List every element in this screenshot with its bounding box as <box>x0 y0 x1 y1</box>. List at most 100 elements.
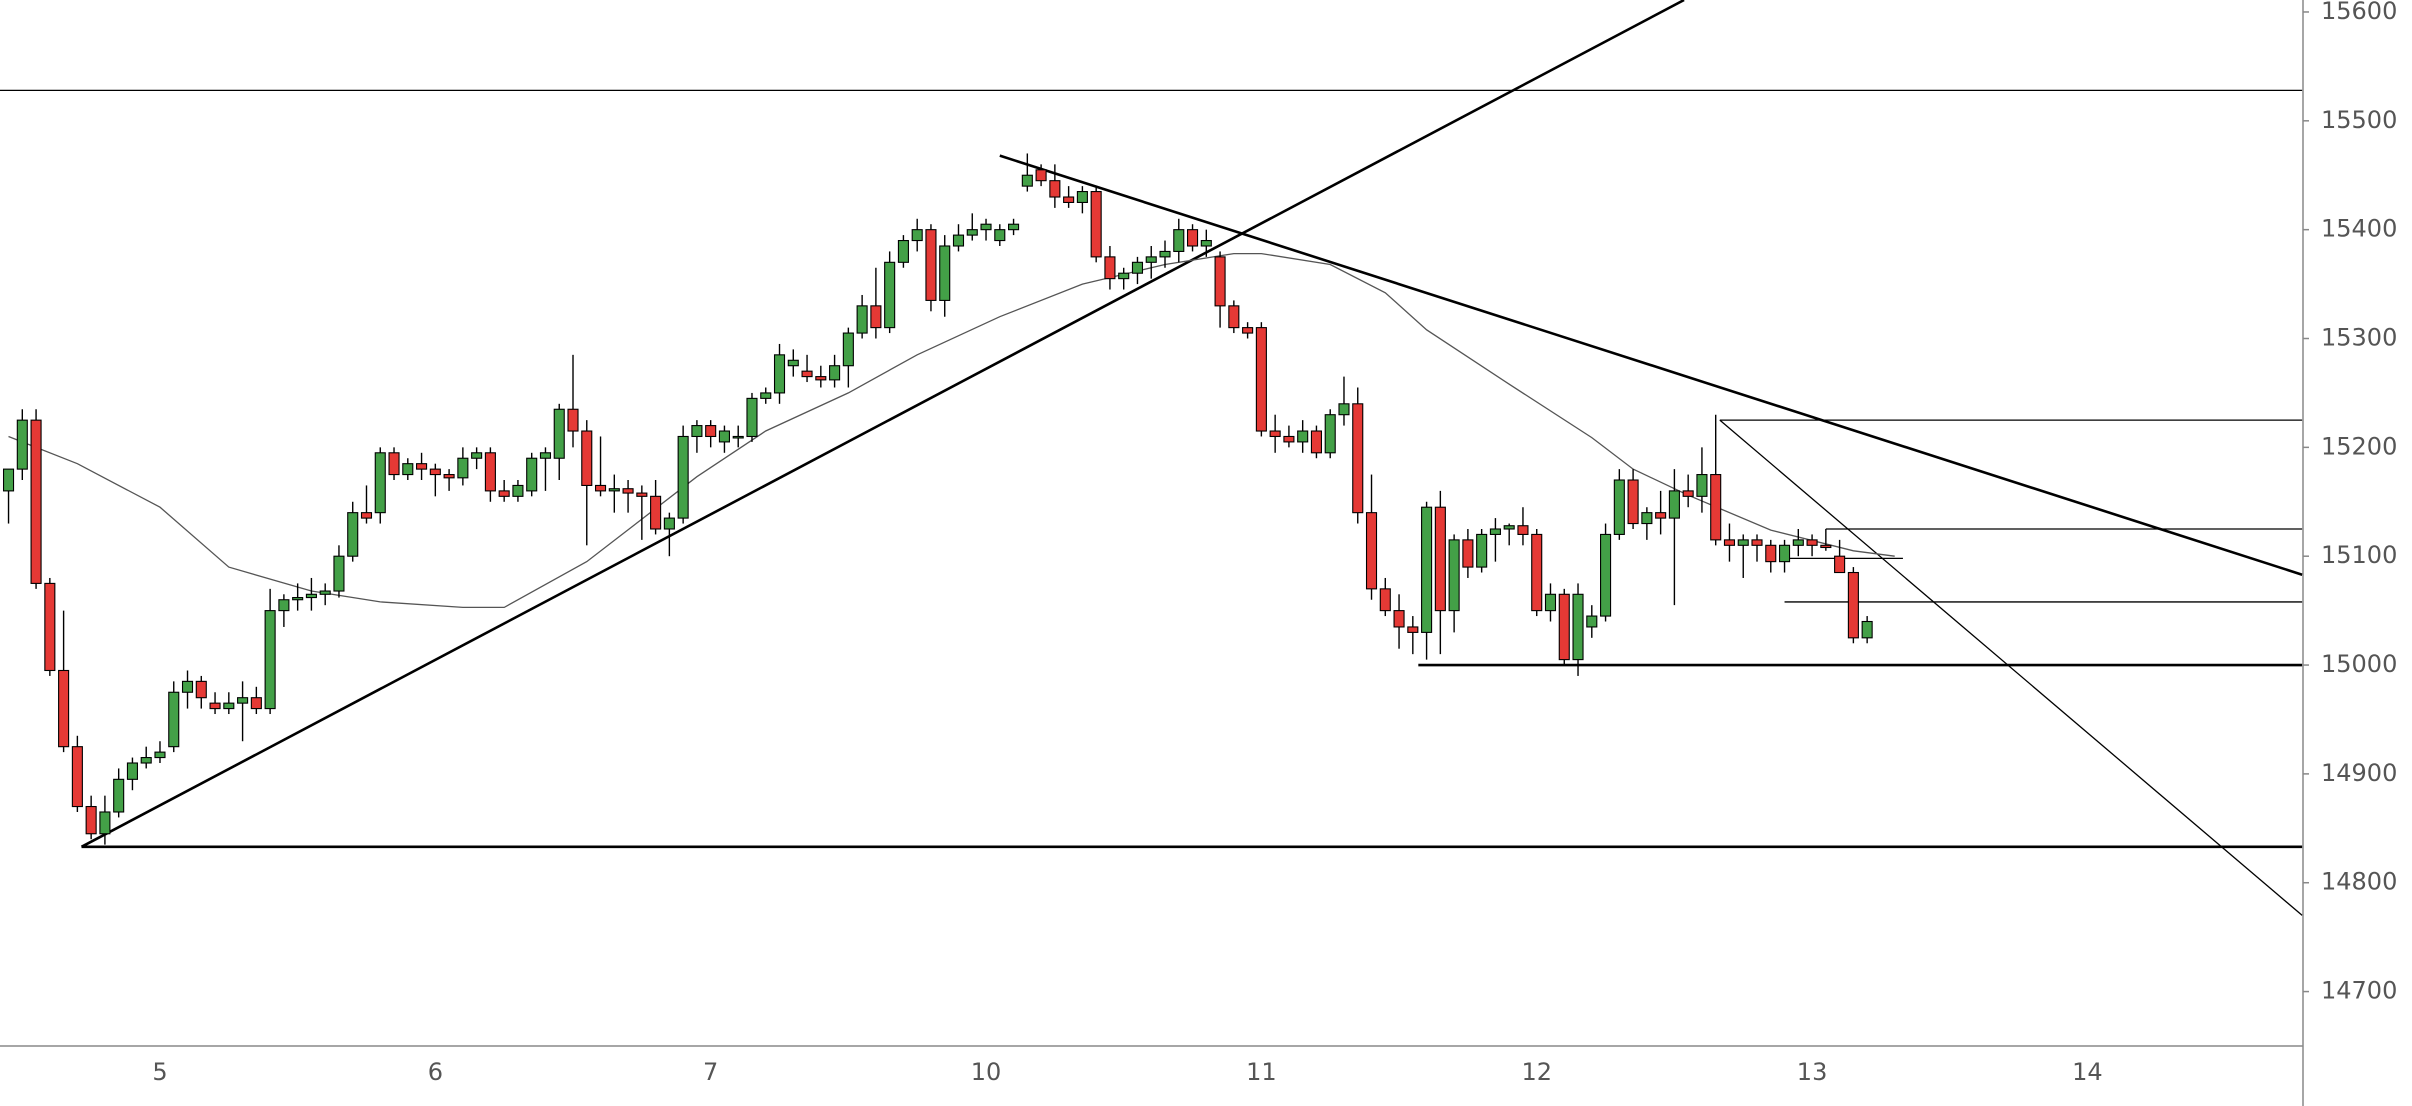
candle-body <box>1173 229 1185 252</box>
candle-body <box>608 488 620 492</box>
candle-body <box>498 490 510 497</box>
candle-body <box>223 702 235 710</box>
candle-body <box>292 597 304 601</box>
y-tick-label: 15000 <box>2321 650 2397 678</box>
candle-body <box>443 474 455 479</box>
candle-body <box>99 811 111 835</box>
candle-body <box>884 261 896 329</box>
candle-body <box>16 419 28 470</box>
candle-body <box>416 463 428 470</box>
candle-body <box>1049 180 1061 198</box>
candle-body <box>801 370 813 378</box>
candle-body <box>264 610 276 710</box>
candle-body <box>1627 479 1639 525</box>
candle-body <box>1118 272 1130 280</box>
candle-body <box>773 354 786 394</box>
candle-body <box>1076 191 1088 204</box>
candle-body <box>113 778 125 813</box>
candle-body <box>1462 539 1474 568</box>
candle-body <box>1751 539 1763 546</box>
candle-body <box>429 468 441 476</box>
candle-body <box>980 223 992 231</box>
candle-body <box>1407 626 1419 633</box>
candle-body <box>154 751 166 759</box>
y-tick-label: 15500 <box>2321 106 2397 134</box>
candle-body <box>1269 430 1281 438</box>
x-tick-label: 13 <box>1797 1058 1828 1086</box>
candle-body <box>209 702 221 710</box>
candle-body <box>760 392 772 399</box>
y-tick-label: 15200 <box>2321 432 2397 460</box>
axes: 14700 14800 14900 15000 15100 15200 15300 15400… <box>152 0 2397 1086</box>
candle-body <box>650 495 662 530</box>
x-tick-label: 14 <box>2072 1058 2103 1086</box>
candle-body <box>553 408 565 459</box>
candle-body <box>360 512 373 519</box>
candle-body <box>71 746 83 808</box>
candle-body <box>85 805 97 835</box>
candle-body <box>1613 479 1625 535</box>
candle-body <box>1035 169 1047 182</box>
x-tick-label: 7 <box>703 1058 718 1086</box>
x-tick-label: 5 <box>152 1058 167 1086</box>
candle-body <box>1600 533 1612 617</box>
candle-body <box>1847 571 1859 639</box>
candle-body <box>594 484 607 492</box>
candle-body <box>44 582 56 672</box>
candle-body <box>1737 539 1749 546</box>
candle-body <box>1792 539 1804 546</box>
candle-body <box>1186 229 1199 247</box>
candle-body <box>1710 474 1722 541</box>
candle-body <box>1861 620 1873 639</box>
candle-body <box>402 463 414 476</box>
candle-body <box>1682 490 1694 497</box>
candle-body <box>1696 474 1708 497</box>
candle-body <box>471 452 483 459</box>
candle-body <box>168 691 180 748</box>
candle-body <box>1131 261 1144 274</box>
candle-body <box>1104 256 1116 280</box>
candle-body <box>1544 593 1557 612</box>
y-tick-label: 15300 <box>2321 324 2397 352</box>
candle-body <box>966 229 978 236</box>
candle-body <box>1503 525 1515 530</box>
candle-body <box>539 452 552 459</box>
candle-body <box>1393 610 1405 628</box>
candle-body <box>347 512 359 557</box>
candle-body <box>1641 512 1653 525</box>
candle-body <box>718 430 730 443</box>
candle-body <box>1489 528 1501 535</box>
candle-body <box>705 425 717 438</box>
candle-body <box>1765 544 1777 563</box>
y-tick-label: 15100 <box>2321 541 2397 569</box>
candle-body <box>1338 403 1350 416</box>
candle-body <box>1145 256 1157 263</box>
candle-body <box>1668 490 1680 519</box>
candle-body <box>994 229 1006 242</box>
candle-body <box>581 430 593 486</box>
candle-body <box>1517 525 1529 535</box>
candle-body <box>1476 533 1488 568</box>
candle-body <box>1063 196 1075 204</box>
candle-body <box>237 697 249 704</box>
candle-body <box>842 332 854 367</box>
candle-body <box>1228 305 1240 329</box>
candle-body <box>870 305 882 329</box>
candle-body <box>732 435 744 439</box>
candle-body <box>250 697 262 710</box>
candle-body <box>1778 544 1791 563</box>
y-tick-label: 15600 <box>2321 0 2397 25</box>
candle-body <box>1434 506 1446 612</box>
candle-body <box>305 593 317 599</box>
candle-body <box>746 397 758 438</box>
candle-body <box>911 229 923 242</box>
candle-body <box>939 245 951 301</box>
candle-body <box>1021 174 1033 187</box>
candle-body <box>30 419 42 584</box>
candle-body <box>663 517 675 530</box>
candle-body <box>512 484 524 497</box>
candle-body <box>952 234 965 247</box>
